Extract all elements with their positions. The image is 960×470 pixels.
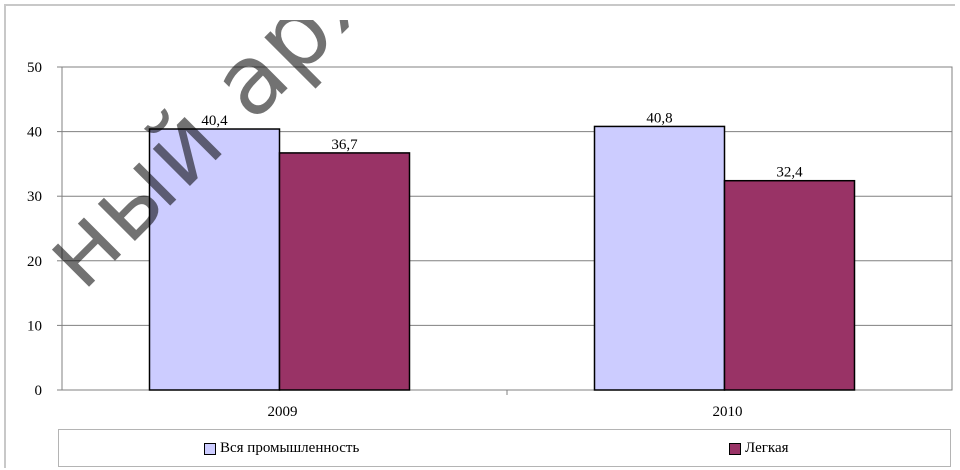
- legend-item-all-industry: Вся промышленность: [204, 440, 359, 457]
- y-tick-label: 0: [35, 383, 43, 399]
- bars: [148, 125, 856, 391]
- chart-frame: [4, 4, 955, 468]
- data-label: 40,8: [646, 110, 672, 126]
- legend-label-all-industry: Вся промышленность: [220, 440, 360, 456]
- data-label: 40,4: [201, 113, 228, 129]
- x-category-label: 2009: [268, 404, 298, 420]
- x-axis-labels: 2009 2010: [268, 404, 743, 420]
- legend-label-light: Легкая: [745, 440, 789, 456]
- data-label: 36,7: [331, 137, 358, 153]
- bar: [593, 125, 726, 391]
- y-tick-label: 10: [27, 318, 42, 334]
- bar-chart: 0 10 20 30 40 50 40,4 36,7 40,8 32,4 2009 2010: [27, 60, 953, 420]
- y-tick-label: 50: [27, 60, 42, 76]
- data-labels: 40,4 36,7 40,8 32,4: [201, 110, 803, 180]
- y-tick-label: 30: [27, 189, 42, 205]
- legend-swatch-light: [729, 442, 741, 455]
- y-tick-label: 40: [27, 125, 42, 141]
- bar: [723, 179, 856, 391]
- legend-swatch-all-industry: [204, 442, 216, 455]
- legend: Вся промышленность Легкая: [58, 429, 951, 467]
- data-label: 32,4: [776, 165, 803, 181]
- bar: [278, 152, 411, 391]
- bar: [148, 128, 281, 391]
- legend-item-light: Легкая: [729, 440, 789, 457]
- y-tick-label: 20: [27, 254, 42, 270]
- x-category-label: 2010: [713, 404, 743, 420]
